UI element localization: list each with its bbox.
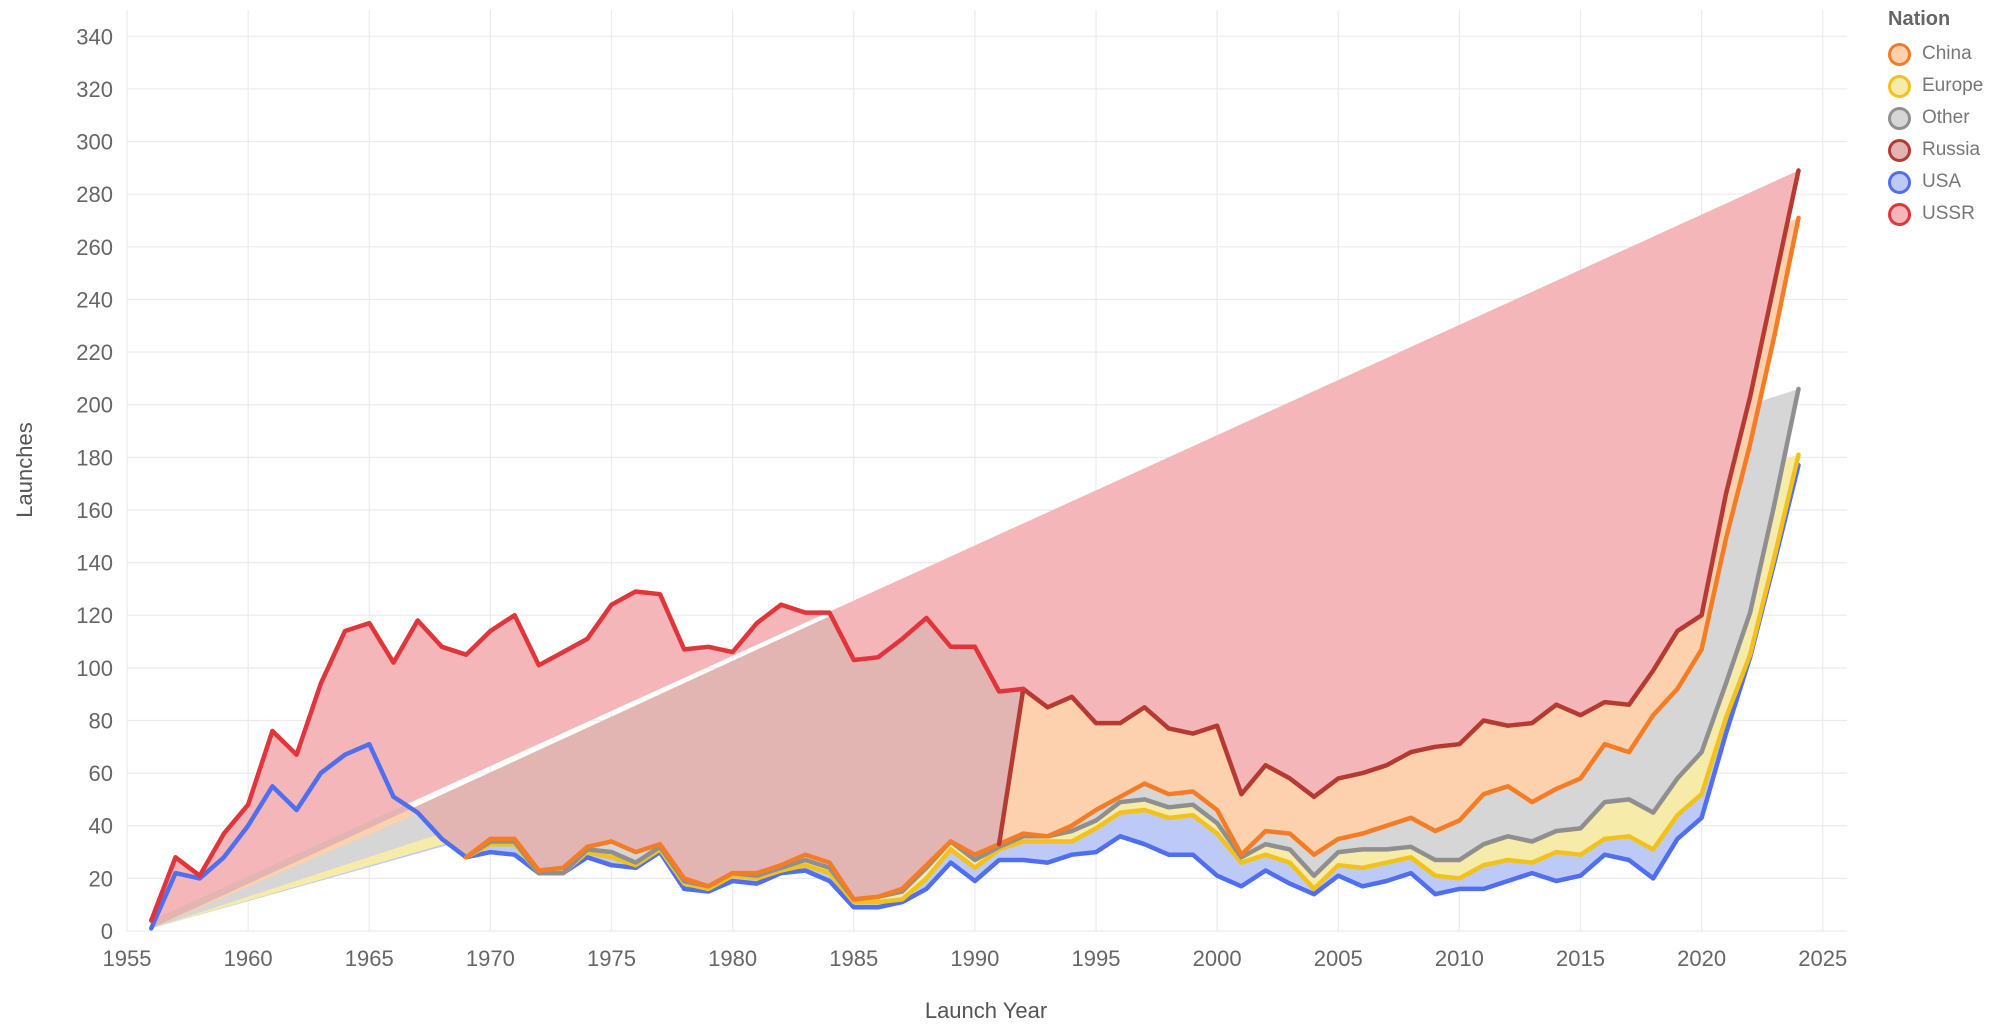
legend-item-russia[interactable]: Russia [1888,134,1983,166]
x-tick-label: 2025 [1798,946,1847,971]
x-tick-label: 1990 [950,946,999,971]
y-tick-label: 320 [76,77,113,102]
y-tick-label: 40 [89,814,113,839]
legend-label: USSR [1922,203,1975,224]
x-tick-label: 1965 [345,946,394,971]
y-tick-label: 140 [76,551,113,576]
legend-label: USA [1922,171,1962,192]
legend-item-europe[interactable]: Europe [1888,70,1983,102]
y-tick-label: 120 [76,603,113,628]
legend-swatch [1888,74,1911,98]
y-tick-label: 100 [76,656,113,681]
legend-swatch [1888,106,1911,130]
x-tick-label: 1970 [466,946,515,971]
x-tick-label: 1975 [587,946,636,971]
line-china [463,215,1801,902]
line-russia [996,168,1801,847]
legend-items: China Europe Other Russia USA USSR [1888,38,1983,230]
y-tick-label: 80 [89,708,113,733]
x-tick-label: 2005 [1314,946,1363,971]
series-lines [148,168,1801,931]
x-tick-label: 2020 [1677,946,1726,971]
line-ussr [148,589,1026,923]
legend-label: Other [1922,107,1970,128]
y-tick-label: 160 [76,498,113,523]
y-tick-label: 240 [76,287,113,312]
legend-swatch [1888,202,1911,226]
legend-label: China [1922,43,1972,64]
area-fills [151,170,1799,929]
y-tick-label: 300 [76,130,113,155]
x-tick-label: 1955 [103,946,152,971]
legend-label: Russia [1922,139,1981,160]
y-tick-label: 220 [76,340,113,365]
legend-swatch [1888,42,1911,66]
x-tick-label: 2000 [1193,946,1242,971]
legend-item-usa[interactable]: USA [1888,166,1983,198]
x-tick-label: 2015 [1556,946,1605,971]
line-europe [463,452,1801,905]
legend-item-china[interactable]: China [1888,38,1983,70]
legend-swatch [1888,138,1911,162]
tick-labels: 0 20 40 60 80 100 120 140 160 180 200 220 240 260 280 3… [76,24,1847,971]
y-tick-label: 60 [89,761,113,786]
x-tick-label: 1985 [829,946,878,971]
legend: Nation China Europe Other Russia USA USSR [1888,8,1983,230]
legend-title: Nation [1888,8,1951,30]
y-tick-label: 180 [76,445,113,470]
y-tick-label: 20 [89,866,113,891]
x-axis-title: Launch Year [925,998,1047,1023]
legend-swatch [1888,170,1911,194]
y-tick-label: 340 [76,24,113,49]
line-usa [148,462,1801,931]
x-tick-label: 1980 [708,946,757,971]
x-tick-label: 2010 [1435,946,1484,971]
x-tick-label: 1995 [1072,946,1121,971]
y-tick-label: 260 [76,235,113,260]
x-tick-label: 1960 [224,946,273,971]
y-tick-label: 280 [76,182,113,207]
area-ussr [151,170,1799,921]
y-tick-label: 0 [101,919,113,944]
legend-item-other[interactable]: Other [1888,102,1983,134]
legend-item-ussr[interactable]: USSR [1888,198,1983,230]
y-axis-title: Launches [12,422,37,517]
legend-label: Europe [1922,75,1984,96]
y-tick-label: 200 [76,393,113,418]
